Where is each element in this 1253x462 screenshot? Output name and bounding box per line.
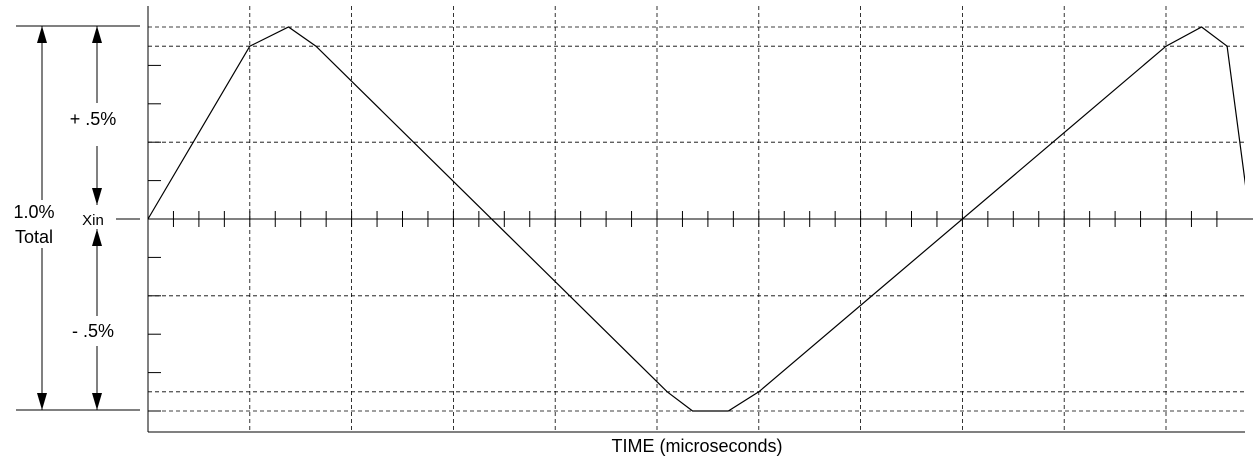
total-arrow-head-up: [37, 26, 47, 43]
labels: TIME (microseconds) Xin 1.0% Total + .5%…: [13, 109, 782, 456]
lower-label: - .5%: [72, 321, 114, 341]
total-arrow-head-down: [37, 393, 47, 410]
dimension-arrows: [37, 26, 102, 410]
waveform-line: [148, 26, 1245, 412]
total-label-line1: 1.0%: [13, 202, 54, 222]
x-axis-label: TIME (microseconds): [611, 436, 782, 456]
total-label-line2: Total: [15, 227, 53, 247]
center-label: Xin: [82, 212, 104, 229]
lower-arrow-head-down: [92, 393, 102, 410]
axis-ticks: [148, 64, 1218, 412]
upper-label: + .5%: [70, 109, 117, 129]
upper-arrow-head-up: [92, 26, 102, 43]
upper-arrow-head-down: [92, 188, 102, 205]
series: [148, 26, 1245, 412]
plot-frame: [16, 6, 1253, 433]
lower-arrow-head-up: [92, 229, 102, 246]
